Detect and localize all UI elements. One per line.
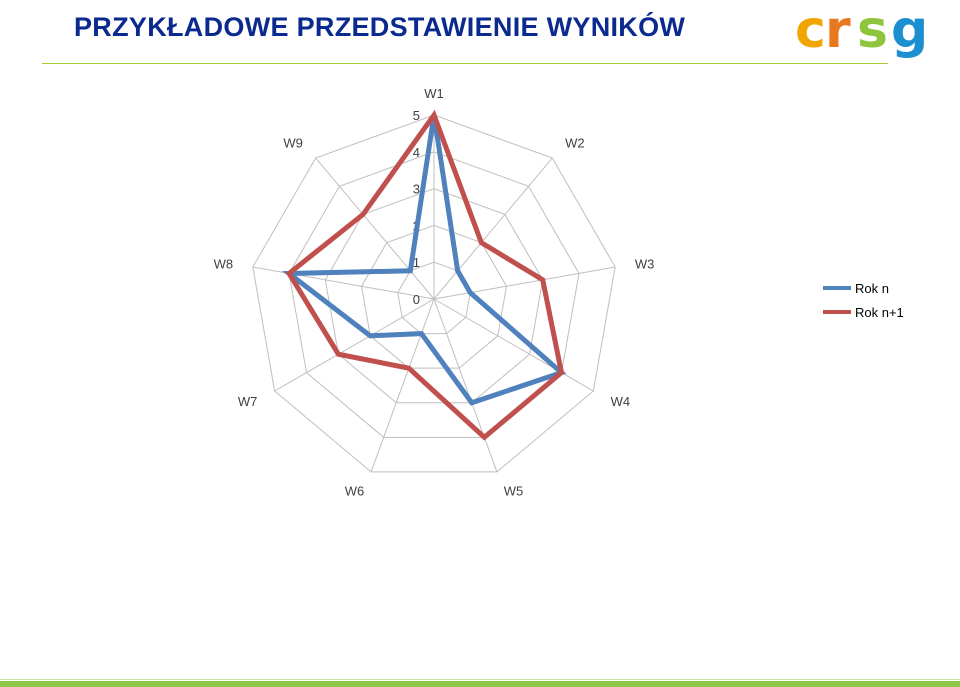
grid-spoke-w3 [433,266,616,300]
category-label-w7: W7 [238,394,258,409]
category-label-w8: W8 [214,257,234,272]
grid-spoke-w7 [274,298,435,392]
logo-letter-g: g [891,0,928,60]
logo-letter-s: s [857,0,888,60]
series-line-rok-n [281,114,567,406]
grid-ring-3 [324,188,544,404]
logo-letter-r: r [825,0,851,60]
category-label-w9: W9 [283,136,303,151]
grid-spoke-w9 [315,157,435,300]
series-line-rok-n-plus-1 [285,109,565,441]
title-divider [42,63,888,64]
category-label-w6: W6 [345,484,365,499]
category-label-w2: W2 [565,136,585,151]
slide-title: PRZYKŁADOWE PRZEDSTAWIENIE WYNIKÓW [74,12,686,42]
chart-legend: Rok n Rok n+1 [823,281,904,320]
radar-grid [252,114,616,473]
tick-label-5: 5 [413,108,420,123]
logo-letter-c: c [795,0,826,60]
category-label-w3: W3 [635,257,655,272]
legend-label-rok-n-plus-1: Rok n+1 [855,305,904,320]
grid-spoke-w8 [252,266,435,300]
footer-divider-top [0,679,960,680]
grid-ring-5 [252,114,616,473]
grid-spoke-w2 [433,157,553,300]
tick-label-1: 1 [413,255,420,270]
tick-label-3: 3 [413,182,420,197]
category-label-w5: W5 [504,484,524,499]
footer-divider [0,681,960,687]
grid-spoke-w5 [433,298,498,473]
crsg-logo: c r s g [795,0,928,60]
grid-spoke-w4 [433,298,594,392]
legend-label-rok-n: Rok n [855,281,889,296]
grid-spoke-w6 [370,298,435,473]
radar-category-labels: W1 W2 W3 W4 W5 W6 W7 W8 W9 [214,86,655,499]
category-label-w1: W1 [424,86,444,101]
grid-ring-2 [360,224,508,369]
grid-ring-4 [288,151,580,438]
category-label-w4: W4 [611,394,631,409]
tick-label-4: 4 [413,145,420,160]
radar-series [281,109,567,441]
tick-label-0: 0 [413,292,420,307]
